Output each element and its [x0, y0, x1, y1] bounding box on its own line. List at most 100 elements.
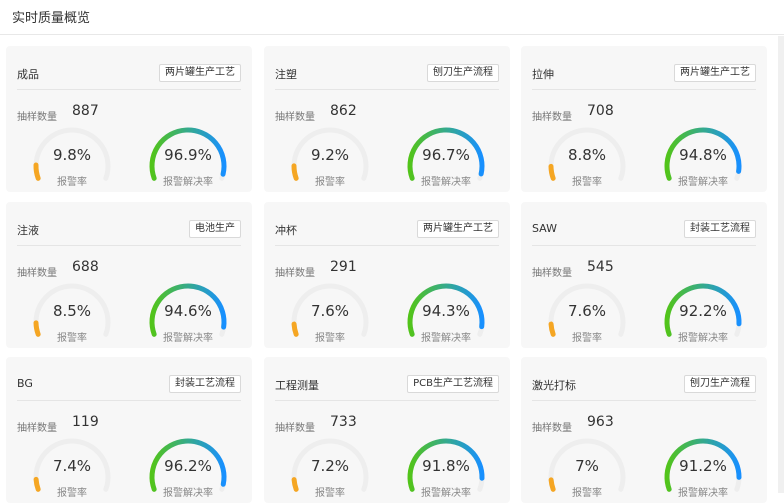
sample-count-value: 545 [587, 259, 614, 275]
alarm-rate-gauge: 7.6% 报警率 [545, 282, 629, 346]
resolve-rate-gauge: 92.2% 报警解决率 [661, 282, 745, 346]
resolve-rate-value: 94.8% [679, 146, 727, 164]
resolve-gauge-arc [149, 283, 227, 337]
card-name: 拉伸 [532, 68, 554, 81]
sample-count-value: 862 [330, 103, 357, 119]
resolve-rate-gauge: 91.8% 报警解决率 [404, 437, 488, 501]
alarm-gauge-fill [291, 321, 299, 337]
resolve-rate-label: 报警解决率 [421, 488, 471, 499]
gauge-track [291, 283, 369, 337]
process-tag[interactable]: 两片罐生产工艺 [417, 220, 499, 238]
process-tag[interactable]: 刨刀生产流程 [427, 64, 499, 82]
resolve-gauge-arc [407, 283, 485, 337]
gauge-track [548, 283, 626, 337]
sample-count-value: 291 [330, 259, 357, 275]
resolve-gauge-arc [407, 438, 485, 492]
resolve-rate-label: 报警解决率 [163, 333, 213, 344]
card-name: 工程测量 [275, 379, 319, 392]
sample-count-value: 708 [587, 103, 614, 119]
resolve-rate-value: 92.2% [679, 302, 727, 320]
alarm-gauge-arc [291, 283, 369, 337]
sample-count-value: 963 [587, 414, 614, 430]
process-tag[interactable]: 刨刀生产流程 [684, 375, 756, 393]
alarm-gauge-arc [291, 438, 369, 492]
quality-card[interactable]: 成品 两片罐生产工艺 抽样数量 887 9.8% 报警率 96.9% 报警解决率 [6, 46, 252, 192]
quality-card[interactable]: 注塑 刨刀生产流程 抽样数量 862 9.2% 报警率 96.7% 报警解决率 [264, 46, 510, 192]
card-name: 成品 [17, 68, 39, 81]
quality-card[interactable]: BG 封装工艺流程 抽样数量 119 7.4% 报警率 96.2% 报警解决率 [6, 357, 252, 503]
process-tag[interactable]: 电池生产 [189, 220, 241, 238]
process-tag[interactable]: 两片罐生产工艺 [674, 64, 756, 82]
card-name: BG [17, 377, 33, 390]
sample-count-label: 抽样数量 [17, 268, 57, 279]
card-divider [532, 400, 756, 401]
resolve-gauge-arc [149, 438, 227, 492]
card-divider [17, 400, 241, 401]
scrollbar[interactable] [778, 36, 784, 493]
resolve-gauge-fill [664, 127, 742, 181]
gauge-track [291, 438, 369, 492]
resolve-rate-gauge: 96.2% 报警解决率 [146, 437, 230, 501]
alarm-rate-label: 报警率 [315, 177, 345, 188]
resolve-rate-gauge: 91.2% 报警解决率 [661, 437, 745, 501]
resolve-gauge-arc [664, 127, 742, 181]
resolve-rate-gauge: 94.3% 报警解决率 [404, 282, 488, 346]
sample-count-label: 抽样数量 [275, 423, 315, 434]
card-divider [17, 89, 241, 90]
alarm-gauge-arc [33, 283, 111, 337]
card-divider [275, 89, 499, 90]
card-divider [17, 245, 241, 246]
resolve-gauge-arc [407, 127, 485, 181]
quality-card[interactable]: 注液 电池生产 抽样数量 688 8.5% 报警率 94.6% 报警解决率 [6, 202, 252, 348]
alarm-rate-gauge: 7.4% 报警率 [30, 437, 114, 501]
sample-count-label: 抽样数量 [17, 423, 57, 434]
resolve-gauge-fill [407, 283, 485, 337]
resolve-rate-gauge: 96.9% 报警解决率 [146, 126, 230, 190]
alarm-gauge-arc [33, 127, 111, 181]
quality-card[interactable]: SAW 封装工艺流程 抽样数量 545 7.6% 报警率 92.2% 报警解决率 [521, 202, 767, 348]
alarm-gauge-fill [548, 321, 556, 337]
process-tag[interactable]: PCB生产工艺流程 [407, 375, 499, 393]
alarm-gauge-fill [33, 476, 41, 492]
resolve-rate-value: 91.8% [422, 457, 470, 475]
sample-count-value: 688 [72, 259, 99, 275]
gauge-track [548, 438, 626, 492]
card-name: SAW [532, 222, 557, 235]
alarm-gauge-fill [33, 320, 41, 337]
resolve-rate-value: 94.3% [422, 302, 470, 320]
process-tag[interactable]: 两片罐生产工艺 [159, 64, 241, 82]
card-divider [275, 400, 499, 401]
alarm-gauge-fill [291, 163, 299, 181]
alarm-rate-label: 报警率 [572, 333, 602, 344]
alarm-rate-value: 9.2% [310, 146, 350, 164]
process-tag[interactable]: 封装工艺流程 [169, 375, 241, 393]
resolve-rate-label: 报警解决率 [678, 177, 728, 188]
card-divider [532, 245, 756, 246]
quality-card[interactable]: 拉伸 两片罐生产工艺 抽样数量 708 8.8% 报警率 94.8% 报警解决率 [521, 46, 767, 192]
resolve-rate-label: 报警解决率 [421, 333, 471, 344]
gauge-track [33, 127, 111, 181]
resolve-rate-label: 报警解决率 [163, 488, 213, 499]
alarm-rate-value: 7% [575, 457, 599, 475]
alarm-rate-gauge: 8.5% 报警率 [30, 282, 114, 346]
alarm-rate-value: 8.8% [567, 146, 607, 164]
alarm-rate-label: 报警率 [57, 488, 87, 499]
sample-count-label: 抽样数量 [532, 268, 572, 279]
resolve-rate-label: 报警解决率 [678, 333, 728, 344]
sample-count-value: 887 [72, 103, 99, 119]
resolve-gauge-arc [149, 127, 227, 181]
quality-card[interactable]: 激光打标 刨刀生产流程 抽样数量 963 7% 报警率 91.2% 报警解决率 [521, 357, 767, 503]
resolve-gauge-fill [664, 283, 742, 337]
resolve-gauge-fill [407, 127, 485, 181]
alarm-rate-gauge: 8.8% 报警率 [545, 126, 629, 190]
alarm-rate-label: 报警率 [572, 488, 602, 499]
quality-card[interactable]: 工程测量 PCB生产工艺流程 抽样数量 733 7.2% 报警率 91.8% 报… [264, 357, 510, 503]
process-tag[interactable]: 封装工艺流程 [684, 220, 756, 238]
resolve-rate-label: 报警解决率 [678, 488, 728, 499]
sample-count-value: 733 [330, 414, 357, 430]
alarm-rate-gauge: 7.2% 报警率 [288, 437, 372, 501]
alarm-rate-value: 9.8% [52, 146, 92, 164]
alarm-gauge-arc [548, 283, 626, 337]
quality-card[interactable]: 冲杯 两片罐生产工艺 抽样数量 291 7.6% 报警率 94.3% 报警解决率 [264, 202, 510, 348]
alarm-rate-gauge: 9.2% 报警率 [288, 126, 372, 190]
